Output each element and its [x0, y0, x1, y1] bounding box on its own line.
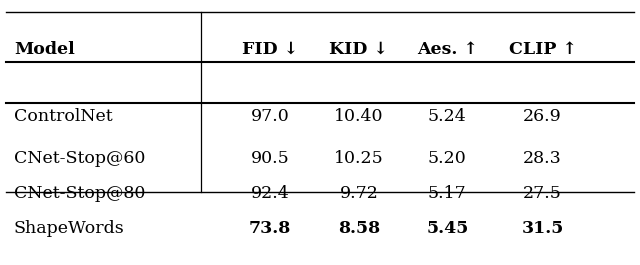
Text: 90.5: 90.5 [250, 150, 289, 167]
Text: 5.20: 5.20 [428, 150, 467, 167]
Text: 10.25: 10.25 [334, 150, 384, 167]
Text: FID ↓: FID ↓ [242, 41, 298, 58]
Text: Aes. ↑: Aes. ↑ [417, 41, 477, 58]
Text: 26.9: 26.9 [524, 108, 562, 125]
Text: 10.40: 10.40 [334, 108, 383, 125]
Text: CLIP ↑: CLIP ↑ [509, 41, 577, 58]
Text: 97.0: 97.0 [250, 108, 289, 125]
Text: 28.3: 28.3 [524, 150, 562, 167]
Text: Model: Model [14, 41, 75, 58]
Text: CNet-Stop@60: CNet-Stop@60 [14, 150, 145, 167]
Text: KID ↓: KID ↓ [330, 41, 388, 58]
Text: 5.17: 5.17 [428, 185, 467, 202]
Text: ControlNet: ControlNet [14, 108, 113, 125]
Text: CNet-Stop@80: CNet-Stop@80 [14, 185, 145, 202]
Text: 31.5: 31.5 [522, 220, 564, 237]
Text: 92.4: 92.4 [250, 185, 289, 202]
Text: 73.8: 73.8 [249, 220, 291, 237]
Text: 9.72: 9.72 [339, 185, 378, 202]
Text: 5.45: 5.45 [426, 220, 468, 237]
Text: 8.58: 8.58 [338, 220, 380, 237]
Text: 27.5: 27.5 [524, 185, 562, 202]
Text: ShapeWords: ShapeWords [14, 220, 125, 237]
Text: 5.24: 5.24 [428, 108, 467, 125]
